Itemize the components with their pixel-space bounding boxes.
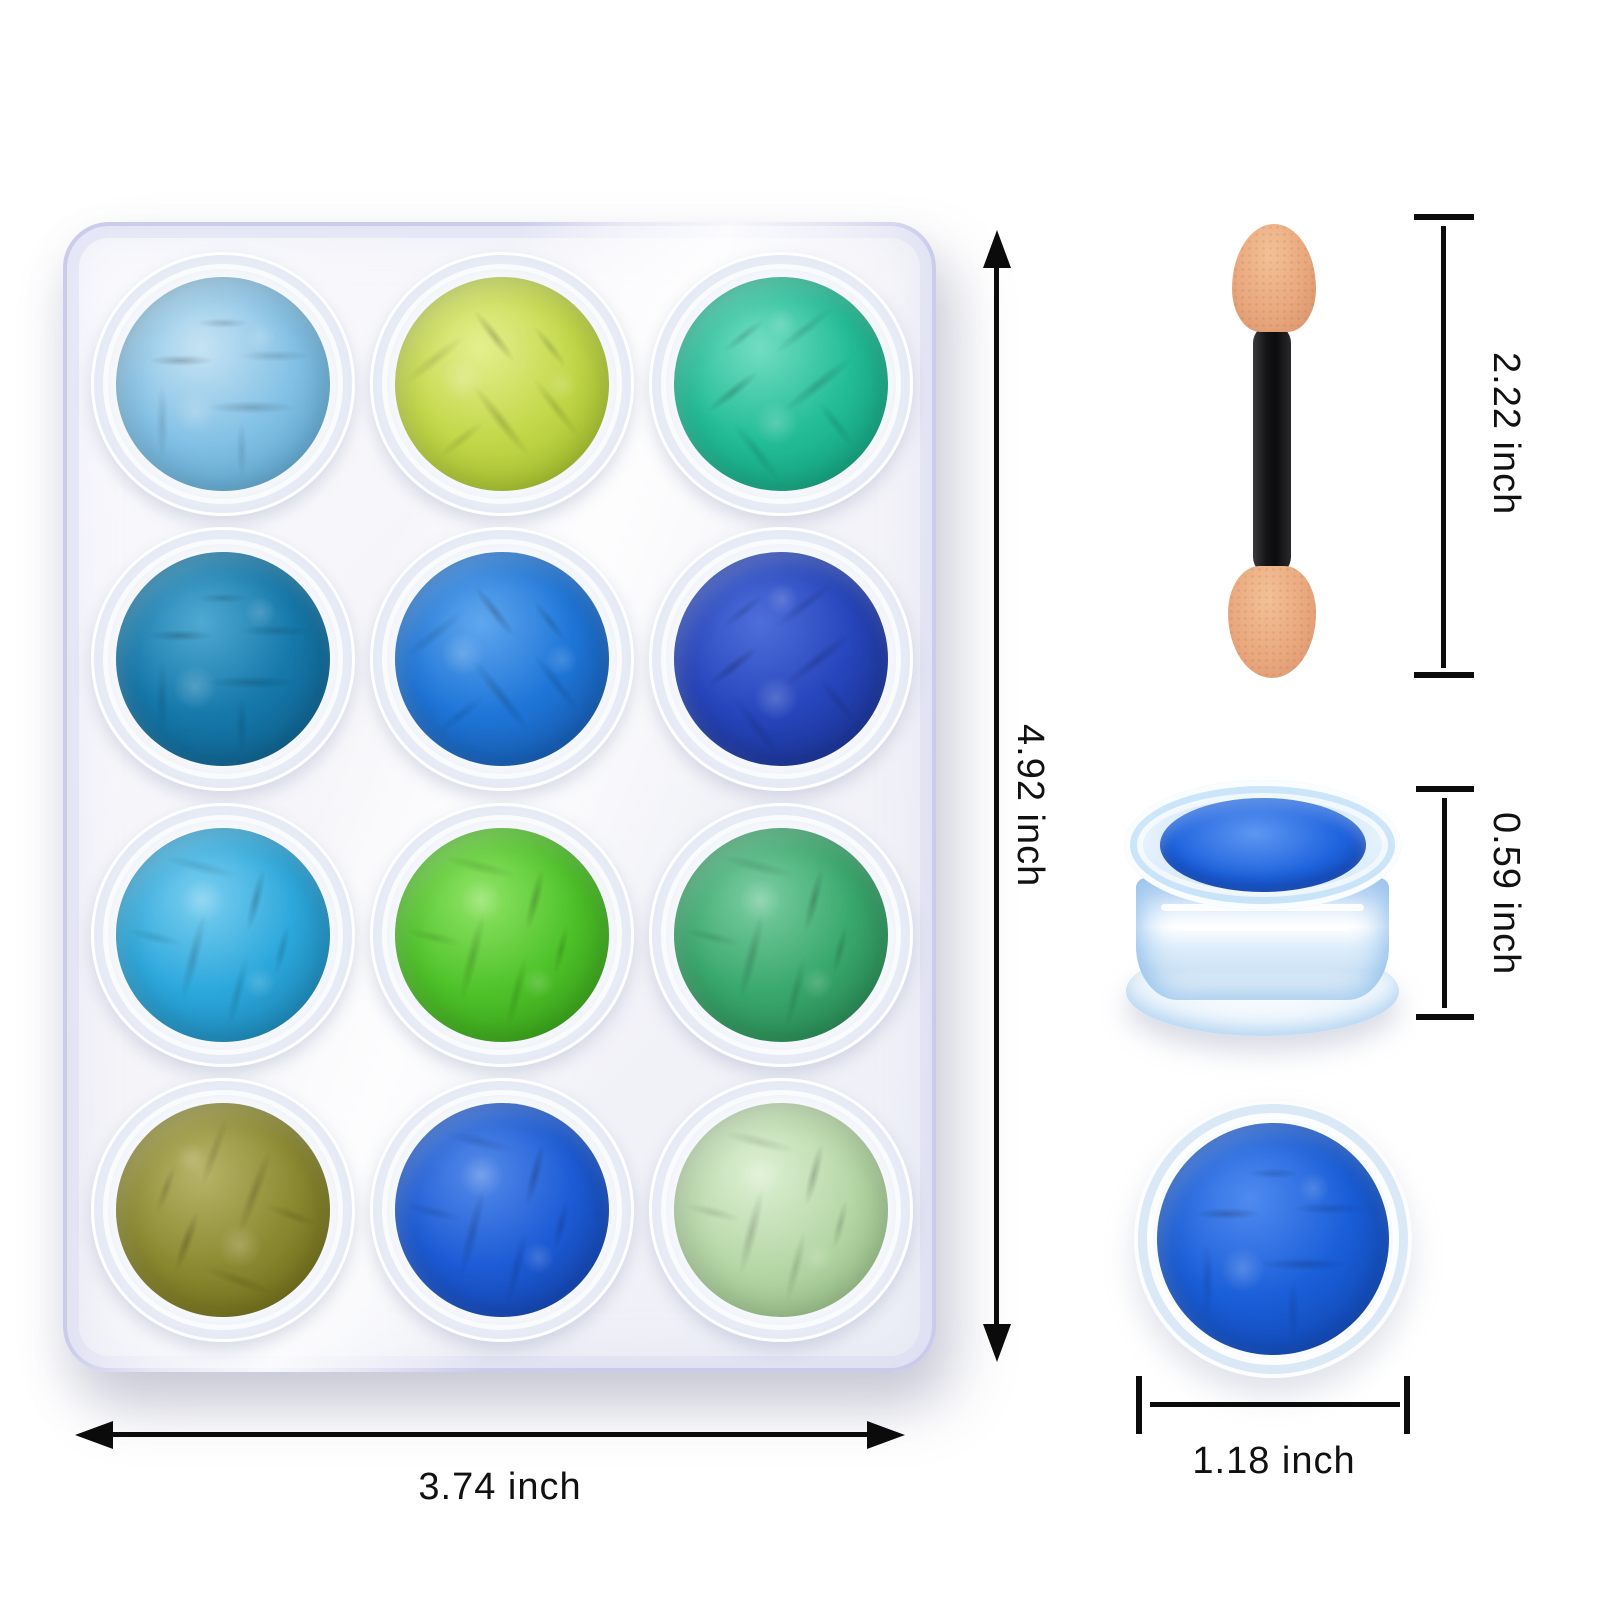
pigment-powder (115, 552, 330, 767)
pigment-pot (90, 802, 355, 1067)
pigment-powder (673, 552, 888, 767)
pigment-pot (369, 802, 634, 1067)
pigment-pot (648, 251, 913, 516)
jar-diameter-measure-cap-right (1404, 1376, 1410, 1434)
pigment-jar-side-view (1120, 780, 1405, 1040)
jar-powder-surface (1160, 798, 1366, 892)
applicator-sponge-top (1232, 224, 1316, 332)
jar-height-measure-line (1442, 798, 1447, 1008)
jar-height-measure-cap-bottom (1416, 1014, 1474, 1020)
tray-height-label: 4.92 inch (1009, 724, 1051, 888)
pigment-pot (648, 1078, 913, 1343)
jar-diameter-label: 1.18 inch (1192, 1440, 1356, 1482)
pigment-pot (369, 1078, 634, 1343)
applicator-length-label: 2.22 inch (1485, 352, 1527, 516)
pigment-jar-top-view (1134, 1100, 1412, 1378)
applicator-measure-cap-bottom (1414, 672, 1474, 678)
pot-grid (83, 246, 920, 1348)
pigment-pot (90, 1078, 355, 1343)
pigment-powder (115, 1103, 330, 1318)
pigment-pot (369, 251, 634, 516)
pigment-powder (394, 827, 609, 1042)
pigment-powder (394, 1103, 609, 1318)
applicator-measure-cap-top (1414, 214, 1474, 220)
arrow-right-icon (867, 1421, 905, 1449)
jar-diameter-measure-line (1150, 1402, 1400, 1407)
tray-width-label: 3.74 inch (418, 1466, 582, 1508)
pigment-powder (115, 827, 330, 1042)
arrow-down-icon (983, 1324, 1011, 1362)
tray-width-arrow (75, 1421, 905, 1449)
jar-top-powder (1157, 1123, 1389, 1355)
pigment-pot (648, 802, 913, 1067)
pigment-powder (673, 1103, 888, 1318)
pigment-pot (648, 527, 913, 792)
applicator-measure-line (1441, 226, 1446, 668)
applicator-handle (1253, 324, 1291, 576)
jar-height-label: 0.59 inch (1485, 812, 1527, 976)
pigment-powder (115, 276, 330, 491)
pigment-tray (63, 222, 936, 1372)
pigment-powder (394, 552, 609, 767)
pigment-pot (369, 527, 634, 792)
tray-height-arrow (983, 230, 1011, 1362)
applicator-sponge-bottom (1228, 566, 1316, 678)
jar-diameter-measure-cap-left (1136, 1376, 1142, 1434)
pigment-pot (90, 527, 355, 792)
jar-height-measure-cap-top (1416, 786, 1474, 792)
pigment-powder (673, 276, 888, 491)
pigment-powder (673, 827, 888, 1042)
pigment-pot (90, 251, 355, 516)
pigment-powder (394, 276, 609, 491)
